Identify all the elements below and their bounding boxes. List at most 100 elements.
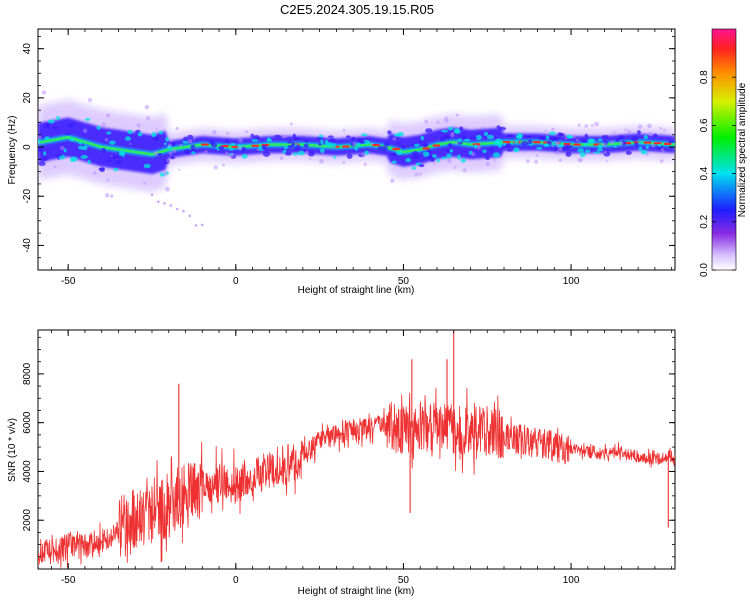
- spectrogram-blob: [596, 148, 604, 152]
- spectrogram-blob: [324, 139, 329, 144]
- spectrogram-blob: [143, 163, 151, 169]
- spectrogram-blob: [521, 141, 529, 146]
- spectrogram-halo-dot: [392, 137, 397, 141]
- spectrogram-blob: [541, 136, 547, 140]
- spectrogram-blob: [405, 157, 412, 163]
- spectrogram-blob: [657, 143, 662, 147]
- spectrogram-blob: [413, 143, 420, 147]
- spectrogram-blob: [106, 131, 112, 135]
- spectrogram-blob: [125, 136, 131, 141]
- y-tick-label: 0: [22, 144, 33, 150]
- spectrogram-halo-dot: [309, 157, 312, 161]
- spectrogram-blob: [420, 135, 424, 141]
- x-tick-label: 100: [563, 276, 580, 287]
- spectrogram-y-label: Frequency (Hz): [7, 116, 18, 185]
- spectrogram-halo-dot: [166, 158, 171, 163]
- spectrogram-blob: [80, 155, 88, 159]
- spectrogram-blob: [411, 151, 419, 157]
- spectrogram-halo-dot: [319, 158, 324, 164]
- spectrogram-halo-dot: [613, 131, 616, 134]
- spectrogram-blob: [536, 146, 543, 150]
- spectrogram-blob: [187, 134, 194, 139]
- spectrogram-halo-dot: [136, 123, 141, 128]
- spectrogram-blob: [291, 142, 295, 148]
- spectrogram-blob: [380, 145, 388, 151]
- spectrogram-halo-dot: [204, 149, 208, 154]
- spectrogram-blob: [418, 164, 425, 168]
- x-tick-label: 50: [398, 575, 410, 586]
- spectrogram-blob: [565, 151, 572, 157]
- spectrogram-blob: [441, 156, 448, 160]
- spectrogram-blob: [38, 161, 46, 167]
- spectrogram-blob: [423, 142, 428, 147]
- x-tick-label: 0: [233, 276, 239, 287]
- spectrogram-blob: [68, 123, 75, 128]
- spectrogram-halo-dot: [304, 150, 309, 155]
- spectrogram-blob: [637, 130, 641, 135]
- spectrogram-blob: [493, 140, 501, 146]
- spectrogram-halo-dot: [605, 159, 609, 163]
- spectrogram-blob: [625, 150, 632, 155]
- colorbar-tick-label: 0.0: [699, 263, 710, 277]
- spectrogram-halo-dot: [647, 123, 652, 129]
- spectrogram-blob: [253, 134, 260, 141]
- spectrogram-blob: [498, 126, 507, 131]
- spectrogram-halo-dot: [92, 171, 97, 175]
- spectrogram-blob: [115, 155, 123, 159]
- spectrogram-blob: [640, 149, 648, 155]
- spectrogram-halo-dot: [645, 152, 650, 156]
- spectrogram-blob: [43, 151, 47, 156]
- spectrogram-blob: [137, 132, 143, 137]
- spectrogram-blob: [411, 166, 417, 170]
- colorbar-tick-label: 0.4: [699, 166, 710, 180]
- spectrogram-blob: [292, 152, 299, 156]
- spectrogram-blob: [597, 144, 603, 150]
- y-tick-label: 6000: [22, 411, 33, 434]
- spectrogram-blob: [506, 149, 514, 152]
- spectrogram-blob: [364, 150, 369, 155]
- spectrogram-halo-dot: [155, 128, 158, 131]
- spectrogram-blob: [117, 160, 122, 165]
- spectrogram-blob: [167, 145, 173, 151]
- spectrogram-halo-dot: [551, 145, 554, 148]
- spectrogram-halo-dot: [145, 116, 150, 121]
- spectrogram-blob: [554, 146, 558, 152]
- spectrogram-halo-dot: [193, 137, 196, 140]
- spectrogram-halo-dot: [544, 129, 547, 132]
- spectrogram-blob: [566, 134, 571, 139]
- spectrogram-blob: [492, 152, 501, 158]
- spectrogram-blob: [44, 136, 50, 141]
- y-tick-label: 4000: [22, 460, 33, 483]
- spectrogram-tail-dot: [150, 193, 154, 196]
- spectrogram-halo-dot: [170, 138, 174, 143]
- spectrogram-halo-dot: [213, 165, 218, 170]
- colorbar-ticks: 0.0 0.2 0.4 0.6 0.8: [699, 70, 736, 277]
- spectrogram-blob: [525, 135, 532, 139]
- spectrogram-blob: [425, 128, 433, 133]
- spectrogram-halo-dot: [590, 124, 594, 128]
- spectrogram-blob: [513, 147, 520, 153]
- spectrogram-blob: [463, 138, 471, 142]
- spectrogram-halo-dot: [342, 128, 346, 132]
- spectrogram-blob: [157, 153, 163, 157]
- spectrogram-halo-dot: [41, 90, 47, 95]
- spectrogram-blob: [333, 155, 337, 159]
- spectrogram-halo-dot: [143, 181, 146, 185]
- spectrogram-blob: [587, 138, 594, 144]
- spectrogram-halo-dot: [153, 150, 159, 156]
- y-tick-label: 2000: [22, 509, 33, 532]
- spectrogram-halo-dot: [648, 132, 653, 137]
- spectrogram-halo-dot: [222, 163, 225, 167]
- spectrogram-blob: [241, 153, 248, 159]
- spectrogram-blob: [475, 134, 482, 141]
- spectrogram-halo-dot: [433, 162, 436, 165]
- spectrogram-halo-dot: [446, 158, 452, 164]
- spectrogram-halo-dot: [226, 131, 229, 135]
- snr-axes: -50 0 50 100 2000 4000 6000 8000: [22, 330, 675, 586]
- spectrogram-blob: [250, 133, 255, 138]
- spectrogram-blob: [230, 142, 236, 147]
- spectrogram-blob: [304, 139, 309, 143]
- spectrogram-blob: [190, 144, 196, 150]
- spectrogram-halo-dot: [363, 162, 367, 166]
- spectrogram-halo-dot: [38, 135, 42, 140]
